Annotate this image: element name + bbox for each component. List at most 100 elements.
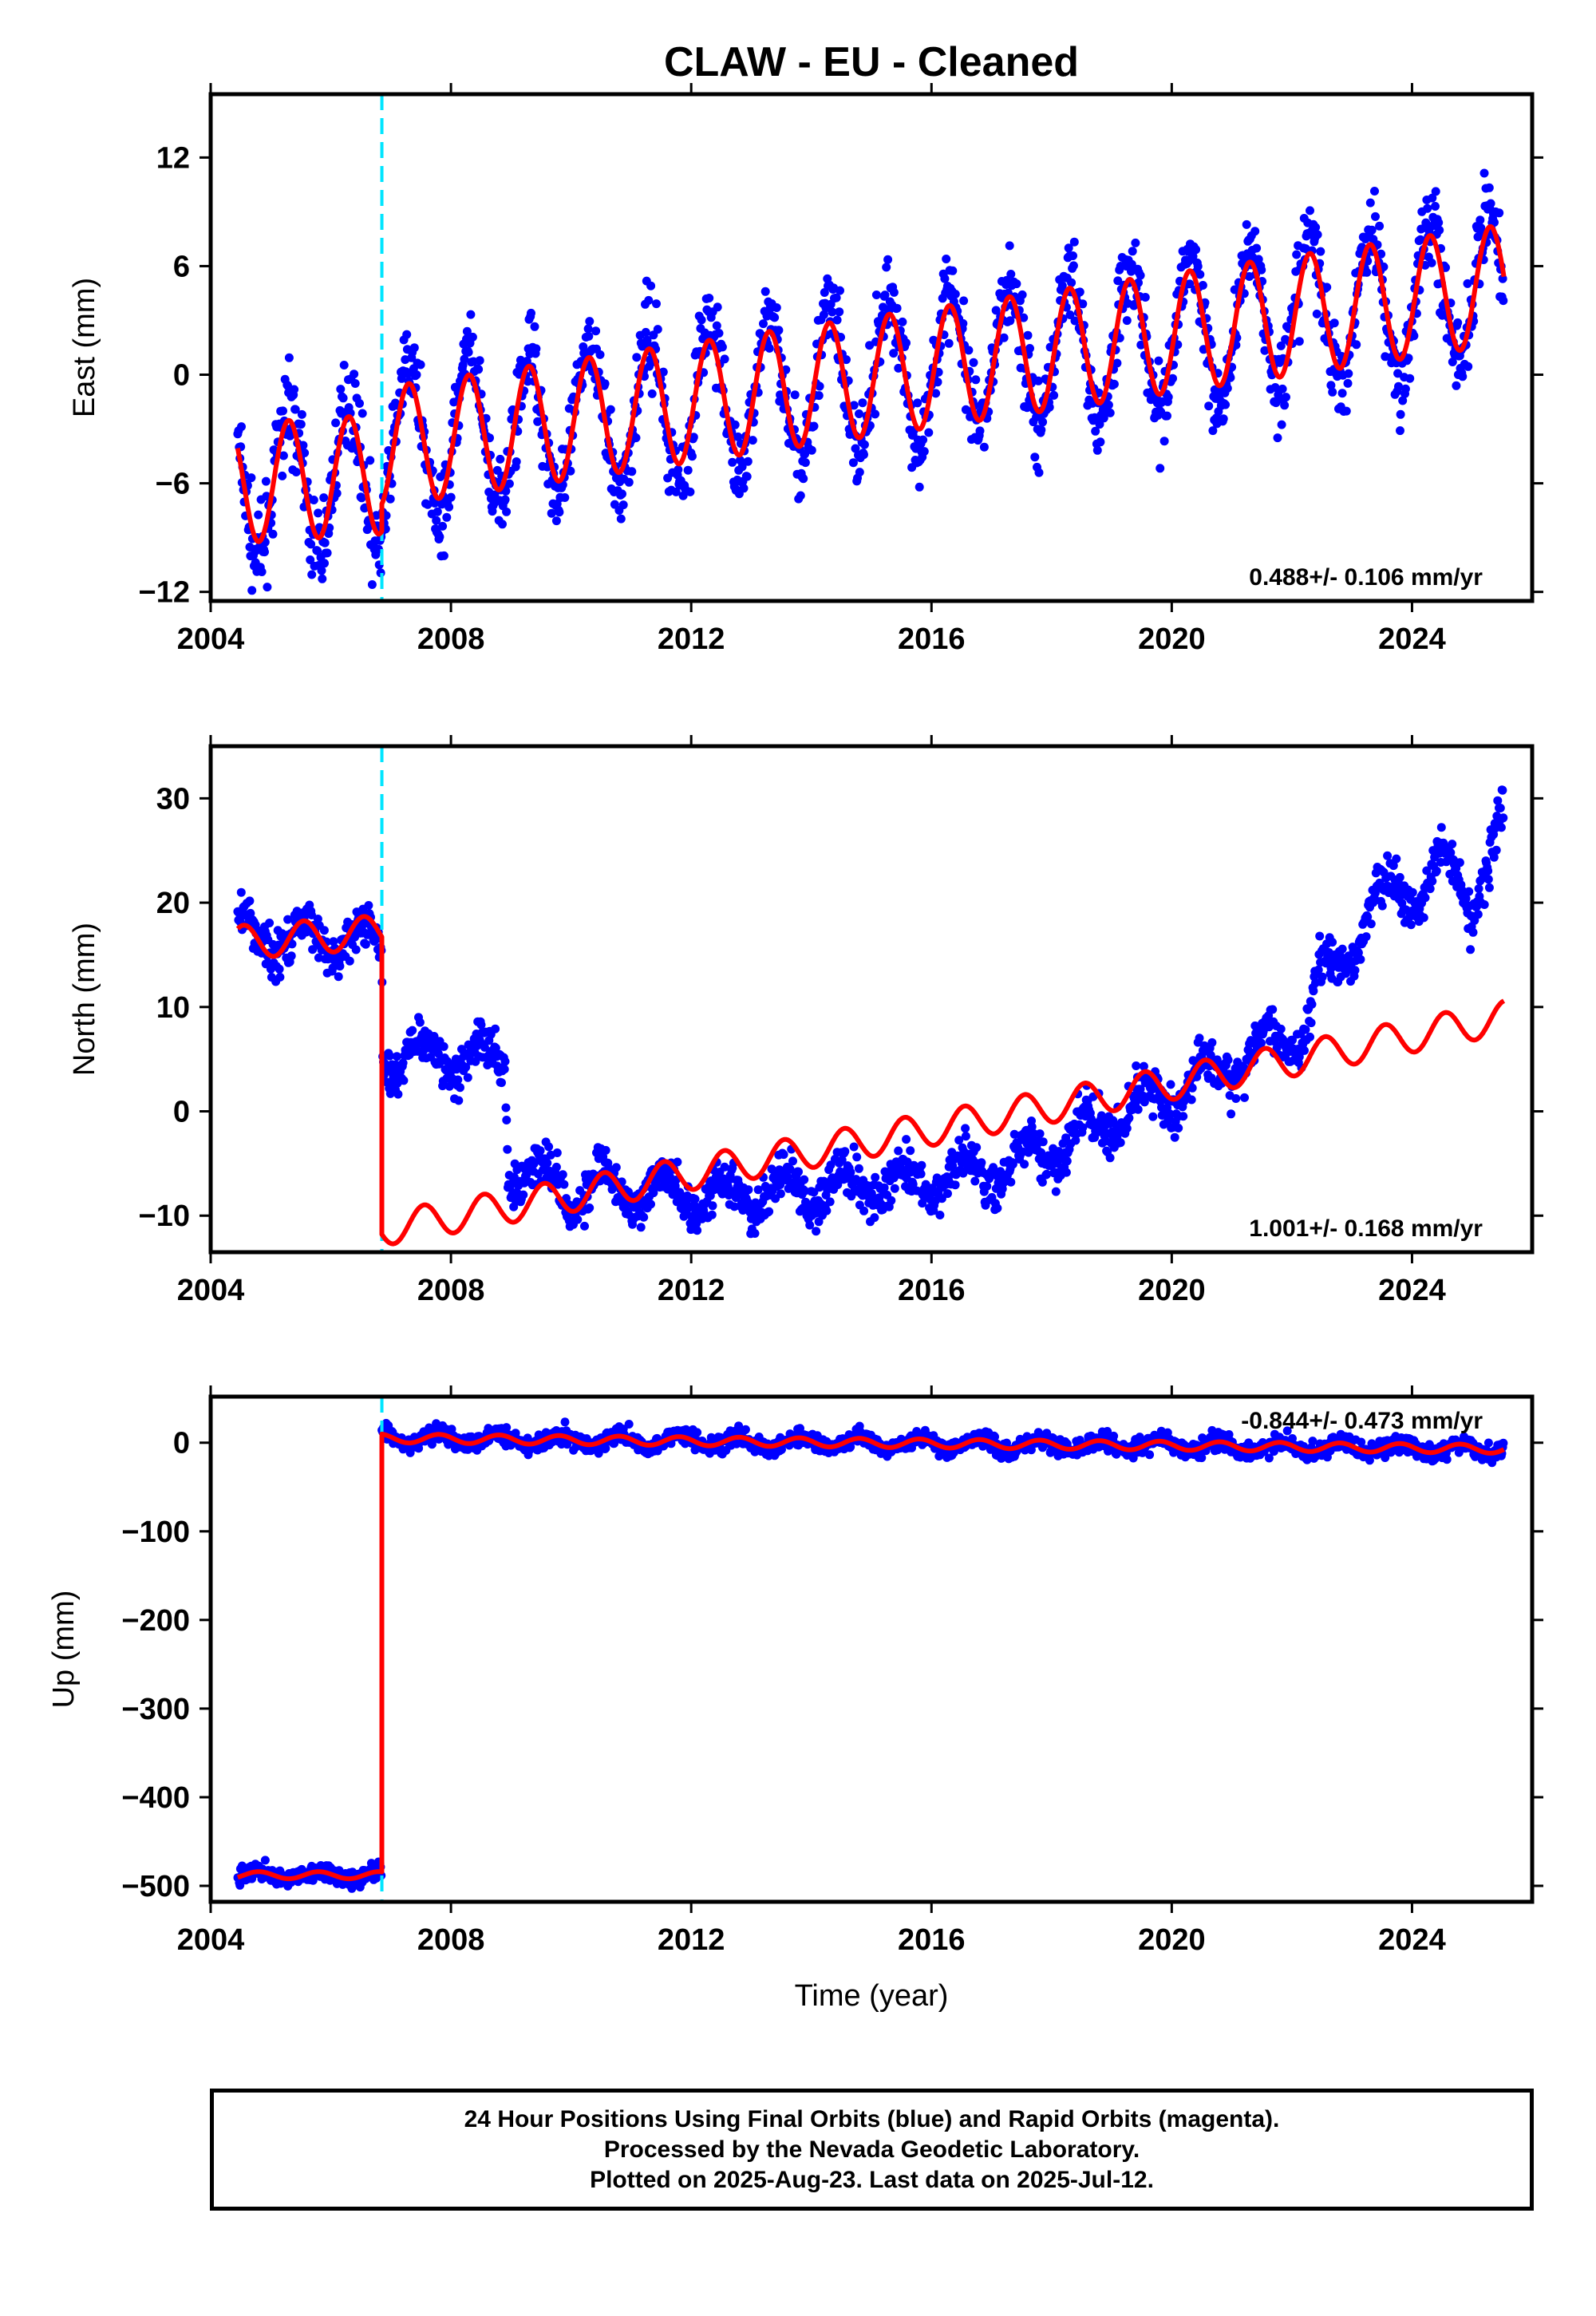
north-data-point <box>977 1158 986 1168</box>
east-data-point <box>760 287 770 296</box>
north-data-point <box>1042 1169 1052 1179</box>
east-data-point <box>438 521 448 531</box>
north-data-point <box>585 1203 595 1212</box>
east-data-point <box>712 321 721 330</box>
east-data-point <box>859 450 868 460</box>
north-data-point <box>943 1189 952 1199</box>
east-data-point <box>320 538 330 547</box>
east-data-point <box>898 317 907 326</box>
east-data-point <box>737 462 747 472</box>
east-data-point <box>1396 409 1405 419</box>
east-data-point <box>1113 276 1123 286</box>
east-data-point <box>1367 225 1377 235</box>
north-data-point <box>825 1197 835 1207</box>
north-data-point <box>908 1180 918 1189</box>
east-data-point <box>880 290 890 300</box>
east-data-point <box>1208 426 1218 436</box>
east-data-point <box>942 255 951 263</box>
north-data-point <box>392 1052 401 1061</box>
east-data-point <box>1019 313 1029 322</box>
east-data-point <box>739 484 749 493</box>
east-data-point <box>644 295 654 305</box>
east-data-point <box>944 338 954 348</box>
north-data-point <box>1035 1129 1045 1139</box>
north-data-point <box>1383 851 1393 860</box>
north-data-point <box>1132 1061 1141 1070</box>
east-data-point <box>579 342 588 351</box>
up-data-point <box>427 1440 437 1449</box>
north-data-point <box>916 1169 926 1179</box>
east-data-point <box>1490 218 1499 227</box>
north-data-point <box>646 1199 655 1209</box>
east-data-point <box>504 479 514 488</box>
east-data-point <box>632 353 642 362</box>
east-data-point <box>1362 267 1372 277</box>
north-data-point <box>1231 1094 1241 1103</box>
east-data-point <box>1431 202 1440 211</box>
east-data-point <box>260 547 269 557</box>
north-data-point <box>1350 966 1360 975</box>
east-data-point <box>855 409 863 418</box>
north-data-point <box>1495 804 1505 812</box>
east-data-point <box>624 477 634 487</box>
east-data-point <box>279 451 288 460</box>
east-data-point <box>254 510 263 520</box>
up-data-point <box>693 1428 702 1437</box>
east-data-point <box>296 420 306 429</box>
east-data-point <box>894 363 903 373</box>
north-data-point <box>779 1150 788 1160</box>
east-data-point <box>714 329 724 338</box>
east-data-point <box>350 370 359 379</box>
north-data-point <box>639 1212 649 1222</box>
north-y-tick-label: 10 <box>156 991 190 1025</box>
east-data-point <box>313 546 322 555</box>
east-data-point <box>1037 425 1046 435</box>
east-data-point <box>1198 281 1207 290</box>
east-data-point <box>1365 198 1375 207</box>
up-data-point <box>624 1420 634 1429</box>
north-data-point <box>707 1210 717 1219</box>
north-data-point <box>308 945 318 954</box>
east-data-point <box>683 465 693 475</box>
north-data-point <box>1116 1138 1125 1148</box>
east-data-point <box>416 360 425 370</box>
north-data-point <box>636 1223 646 1232</box>
east-data-point <box>1341 406 1351 416</box>
north-data-point <box>1419 913 1428 923</box>
east-data-point <box>616 514 626 524</box>
north-data-point <box>1300 1045 1309 1055</box>
east-data-point <box>350 379 360 388</box>
north-data-point <box>1166 1080 1175 1089</box>
east-rate-label: 0.488+/- 0.106 mm/yr <box>1249 564 1483 591</box>
east-data-point <box>332 488 342 498</box>
north-data-point <box>859 1206 869 1215</box>
north-data-point <box>744 1185 753 1195</box>
east-data-point <box>874 319 883 329</box>
east-data-point <box>1136 271 1145 280</box>
east-data-point <box>402 330 412 339</box>
east-x-tick-label: 2020 <box>1138 622 1206 656</box>
east-data-point <box>278 471 287 480</box>
north-data-point <box>1027 1122 1037 1132</box>
east-data-point <box>950 290 960 298</box>
east-data-point <box>1219 414 1228 424</box>
north-data-point <box>1122 1124 1132 1133</box>
east-data-point <box>1260 346 1270 355</box>
east-data-point <box>283 381 292 390</box>
east-data-point <box>1409 331 1419 341</box>
east-y-tick-label: 0 <box>173 359 190 393</box>
east-data-point <box>959 296 969 306</box>
east-data-point <box>685 487 695 496</box>
east-data-point <box>1156 464 1165 473</box>
east-data-point <box>595 350 605 359</box>
east-data-point <box>889 287 899 297</box>
east-data-point <box>1109 379 1119 389</box>
east-data-point <box>1329 318 1339 328</box>
east-data-point <box>1495 208 1504 218</box>
north-data-point <box>1139 1061 1148 1071</box>
north-data-point <box>1314 965 1323 974</box>
east-data-point <box>1159 437 1169 446</box>
east-data-point <box>1280 401 1290 410</box>
